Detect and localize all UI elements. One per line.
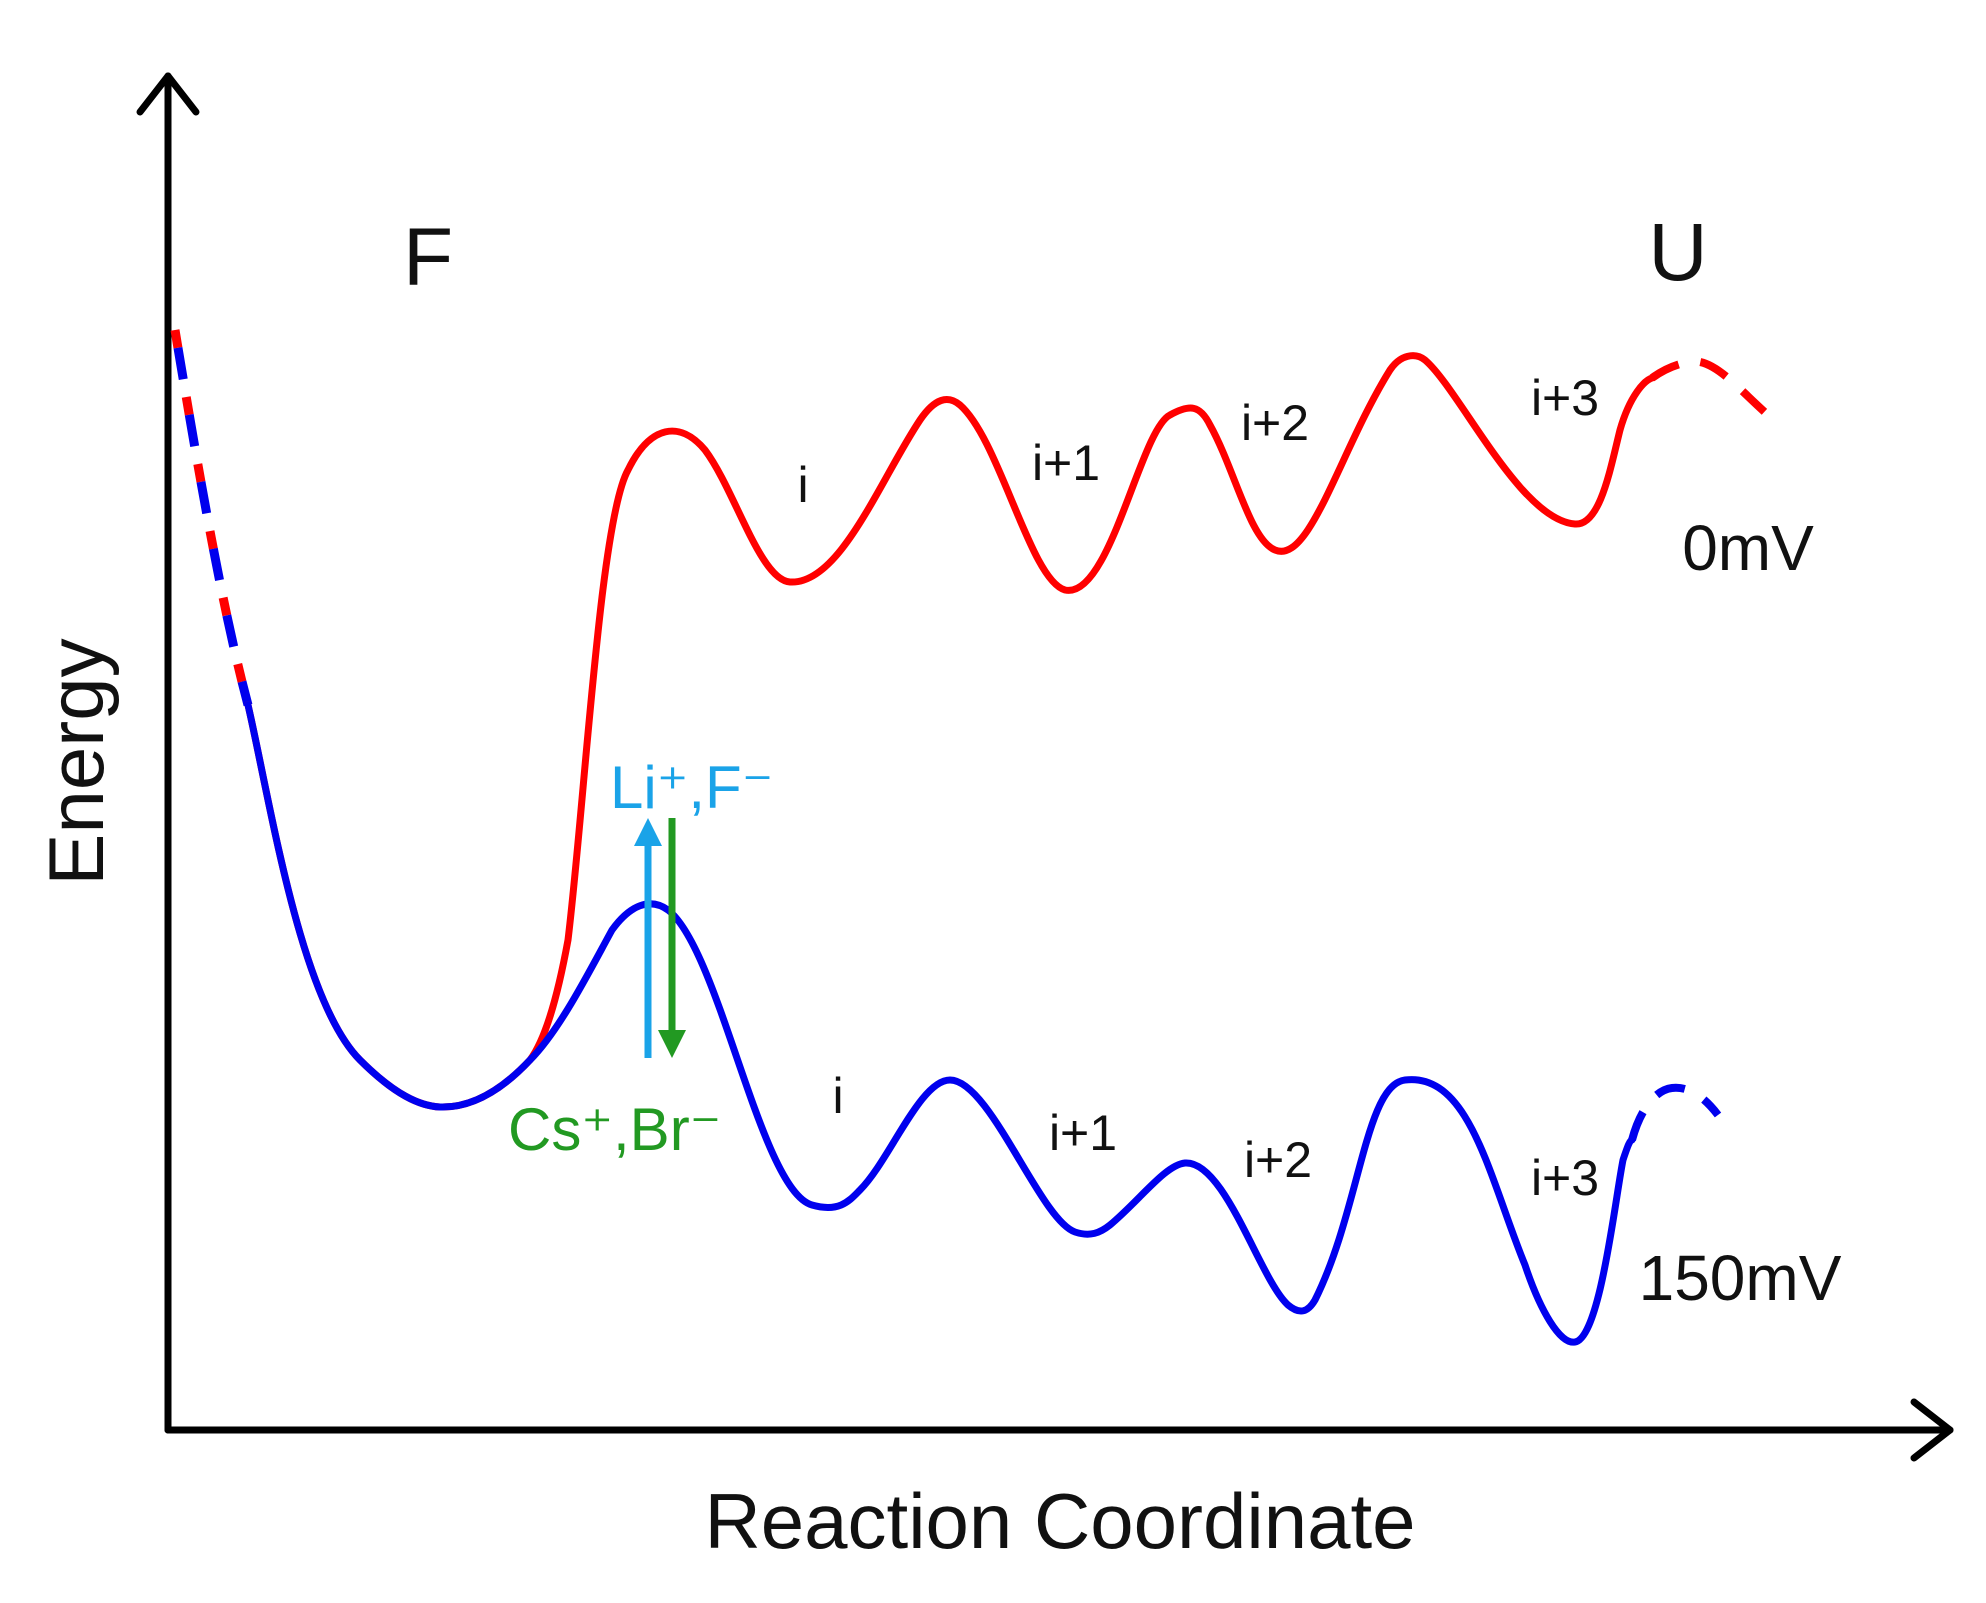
- intermediate-label-i-0mv: i: [797, 457, 808, 513]
- intermediate-label-i2-150mv: i+2: [1244, 1132, 1312, 1188]
- curve-0mv-dashed-tail: [1649, 357, 1771, 418]
- intermediate-labels-150mv: i i+1 i+2 i+3: [832, 1068, 1599, 1206]
- shared-dashed-start: [170, 329, 253, 707]
- voltage-label-150mv: 150mV: [1639, 1242, 1842, 1314]
- intermediate-label-i3-0mv: i+3: [1531, 370, 1599, 426]
- ion-label-li-f: Li⁺,F⁻: [610, 754, 773, 821]
- y-axis-arrowhead: [136, 72, 200, 116]
- intermediate-labels-0mv: i i+1 i+2 i+3: [797, 370, 1599, 513]
- intermediate-label-i3-150mv: i+3: [1531, 1150, 1599, 1206]
- x-axis-arrowhead: [1910, 1398, 1954, 1462]
- ion-down-arrowhead: [658, 1030, 686, 1058]
- intermediate-label-i1-0mv: i+1: [1032, 435, 1100, 491]
- axes: [136, 72, 1954, 1462]
- ion-arrows: [634, 818, 686, 1058]
- state-label-unfolded: U: [1648, 207, 1707, 298]
- state-label-folded: F: [403, 212, 453, 303]
- ion-label-cs-br: Cs⁺,Br⁻: [508, 1096, 721, 1163]
- y-axis-title: Energy: [32, 638, 120, 885]
- dashed-start-red: [170, 329, 253, 707]
- intermediate-label-i-150mv: i: [832, 1068, 843, 1124]
- intermediate-label-i1-150mv: i+1: [1049, 1105, 1117, 1161]
- curve-0mv-line: [244, 352, 1656, 1111]
- curve-150mv-dashed-tail: [1628, 1083, 1722, 1142]
- intermediate-label-i2-0mv: i+2: [1241, 395, 1309, 451]
- ion-up-arrowhead: [634, 818, 662, 846]
- voltage-label-0mv: 0mV: [1682, 512, 1814, 584]
- curve-150mv-line: [244, 701, 1636, 1346]
- dashed-start-blue: [170, 329, 253, 707]
- x-axis-title: Reaction Coordinate: [704, 1477, 1415, 1565]
